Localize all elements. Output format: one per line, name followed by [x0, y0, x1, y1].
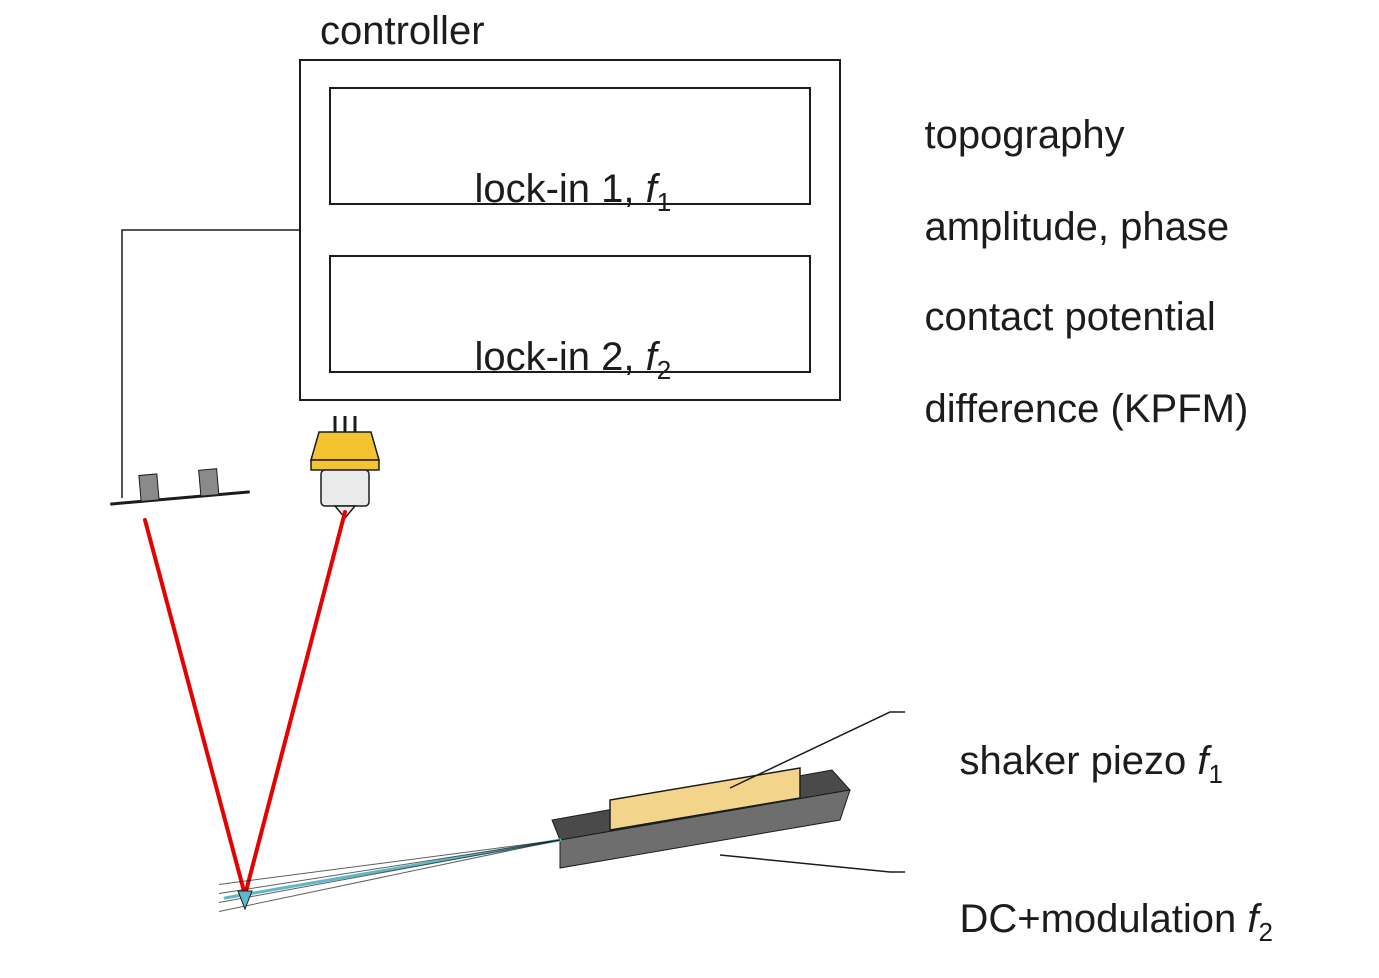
- output-topography-l2: amplitude, phase: [924, 205, 1229, 249]
- diode-body: [321, 470, 369, 506]
- cantilever: [225, 840, 560, 898]
- afm-tip: [238, 891, 252, 909]
- output-cpd-label: contact potential difference (KPFM): [880, 248, 1248, 478]
- lockin1-f: f: [646, 167, 657, 211]
- shaker-f: f: [1197, 739, 1208, 783]
- diode-collar: [311, 460, 379, 470]
- dcmod-sub: 2: [1259, 917, 1273, 947]
- detector-segment-1: [139, 474, 159, 501]
- diagram-root: controller lock-in 1, f1 lock-in 2, f2 t…: [0, 0, 1379, 978]
- cantilever-osc-2: [219, 840, 560, 903]
- lockin2-label: lock-in 2, f2: [430, 288, 671, 426]
- cantilever-osc-3: [219, 840, 560, 912]
- diode-cap: [311, 432, 379, 460]
- output-cpd-l2: difference (KPFM): [924, 387, 1248, 431]
- detector-wire: [122, 230, 300, 498]
- lockin2-text: lock-in 2,: [474, 335, 645, 379]
- controller-title: controller: [320, 8, 485, 54]
- shaker-text: shaker piezo: [959, 739, 1197, 783]
- detector-segment-2: [199, 469, 219, 496]
- dcmod-text: DC+modulation: [959, 897, 1247, 941]
- lockin1-label: lock-in 1, f1: [430, 120, 671, 258]
- output-topography-l1: topography: [924, 113, 1124, 157]
- dcmod-f: f: [1247, 897, 1258, 941]
- laser-beam-out: [145, 520, 245, 895]
- shaker-sub: 1: [1209, 759, 1223, 789]
- cantilever-osc-1: [219, 840, 560, 894]
- cantilever-osc-0: [219, 840, 560, 885]
- lockin1-text: lock-in 1,: [474, 167, 645, 211]
- lockin1-sub: 1: [657, 187, 671, 217]
- output-cpd-l1: contact potential: [924, 295, 1215, 339]
- shaker-piezo-label: shaker piezo f1: [915, 692, 1223, 830]
- lockin2-f: f: [646, 335, 657, 379]
- dcmod-label: DC+modulation f2: [915, 850, 1273, 978]
- lockin2-sub: 2: [657, 355, 671, 385]
- leader-dcmod: [720, 855, 905, 872]
- detector-plate: [110, 492, 249, 504]
- laser-beam-in: [245, 512, 345, 895]
